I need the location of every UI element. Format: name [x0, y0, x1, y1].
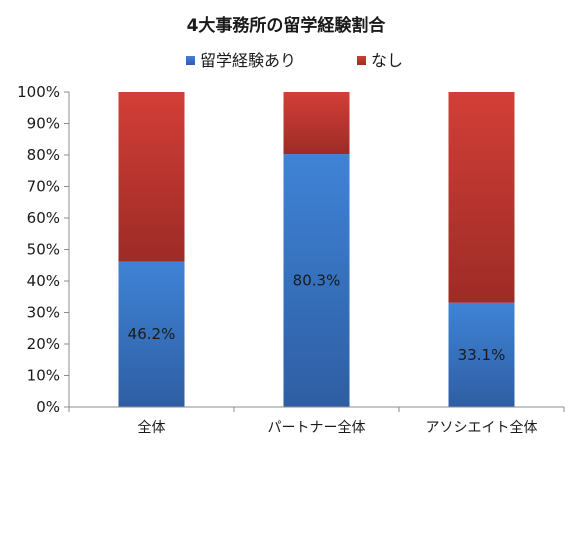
y-tick-label: 60%: [27, 209, 60, 227]
y-tick-label: 80%: [27, 146, 60, 164]
legend-swatch-study-abroad: [186, 56, 195, 65]
y-tick-label: 90%: [27, 115, 60, 133]
legend-label-study-abroad: 留学経験あり: [200, 51, 296, 70]
bar-none: [118, 92, 185, 262]
data-label-study-abroad: 46.2%: [128, 325, 176, 343]
legend: 留学経験あり なし: [186, 51, 403, 70]
y-tick-label: 0%: [36, 398, 60, 416]
legend-label-none: なし: [371, 51, 403, 70]
y-tick-label: 30%: [27, 304, 60, 322]
y-tick-label: 50%: [27, 241, 60, 259]
y-axis-ticks: 0% 10% 20% 30% 40% 50% 60% 70% 80% 90% 100%: [17, 83, 69, 416]
x-category-label: パートナー全体: [268, 419, 366, 436]
bar-study-abroad: [283, 154, 350, 407]
legend-swatch-none: [357, 56, 366, 65]
x-category-label: 全体: [138, 419, 166, 436]
axes: [68, 92, 565, 412]
x-axis-labels: 全体 パートナー全体 アソシエイト全体: [138, 419, 538, 436]
bar-study-abroad: [118, 261, 185, 407]
bar-none: [448, 92, 515, 303]
x-category-label: アソシエイト全体: [426, 419, 538, 436]
chart-title: 4大事務所の留学経験割合: [187, 15, 387, 36]
y-tick-label: 70%: [27, 178, 60, 196]
y-tick-label: 10%: [27, 367, 60, 385]
y-tick-label: 100%: [17, 83, 60, 101]
y-tick-label: 40%: [27, 272, 60, 290]
data-labels: 46.2% 80.3% 33.1%: [128, 272, 506, 364]
bar-none: [283, 92, 350, 155]
y-tick-label: 20%: [27, 335, 60, 353]
bar-study-abroad: [448, 302, 515, 407]
data-label-study-abroad: 33.1%: [458, 346, 506, 364]
bars: [118, 92, 515, 407]
data-label-study-abroad: 80.3%: [293, 272, 341, 290]
